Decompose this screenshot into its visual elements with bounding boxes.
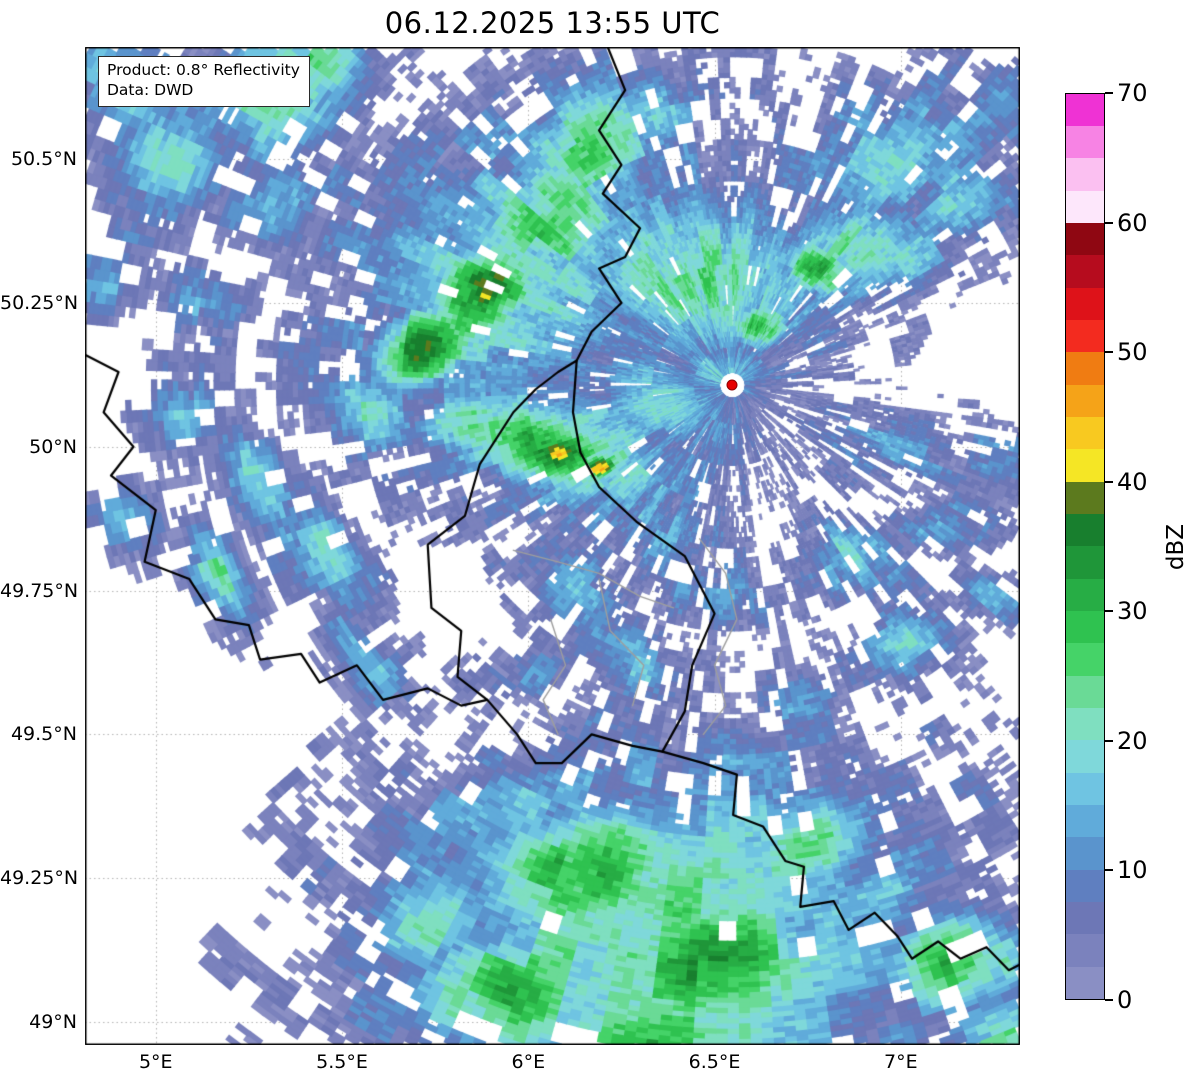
colorbar-tickmark — [1105, 869, 1113, 872]
colorbar-band-0-2.5dBZ — [1066, 966, 1104, 999]
colorbar-band-30-32.5dBZ — [1066, 578, 1104, 612]
colorbar-band-7.5-10dBZ — [1066, 869, 1104, 903]
y-tick-label: 49.5°N — [10, 723, 77, 746]
colorbar-tick-label: 30 — [1117, 597, 1148, 626]
colorbar-tick-label: 40 — [1117, 467, 1148, 496]
colorbar-tick-label: 60 — [1117, 208, 1148, 237]
product-info-line: Product: 0.8° Reflectivity — [107, 61, 300, 79]
colorbar-tickmark — [1105, 739, 1113, 742]
colorbar-band-22.5-25dBZ — [1066, 675, 1104, 709]
colorbar-band-32.5-35dBZ — [1066, 546, 1104, 579]
colorbar-tickmark — [1105, 351, 1113, 354]
x-tick-label: 6°E — [511, 1051, 546, 1073]
colorbar-band-50-52.5dBZ — [1066, 320, 1104, 353]
colorbar-band-17.5-20dBZ — [1066, 740, 1104, 773]
colorbar-tick-label: 10 — [1117, 856, 1148, 885]
colorbar-band-67.5-70dBZ — [1066, 93, 1104, 127]
colorbar-band-15-17.5dBZ — [1066, 772, 1104, 806]
y-tick-label: 49°N — [29, 1010, 77, 1033]
product-info-box: Product: 0.8° Reflectivity Data: DWD — [98, 56, 310, 107]
colorbar-band-20-22.5dBZ — [1066, 708, 1104, 741]
colorbar-band-52.5-55dBZ — [1066, 287, 1104, 321]
map-plot-area: Product: 0.8° Reflectivity Data: DWD — [85, 47, 1020, 1045]
colorbar-band-25-27.5dBZ — [1066, 643, 1104, 676]
colorbar-band-2.5-5dBZ — [1066, 934, 1104, 967]
colorbar-band-57.5-60dBZ — [1066, 223, 1104, 256]
colorbar-bands — [1066, 93, 1104, 999]
y-tick-label: 50°N — [29, 435, 77, 458]
radar-site-marker — [726, 379, 738, 391]
colorbar-band-10-12.5dBZ — [1066, 837, 1104, 870]
colorbar — [1065, 93, 1105, 1000]
colorbar-tick-label: 0 — [1117, 986, 1133, 1014]
x-tick-label: 6.5°E — [688, 1051, 741, 1073]
colorbar-band-27.5-30dBZ — [1066, 611, 1104, 644]
x-tick-label: 7°E — [883, 1051, 918, 1073]
colorbar-band-55-57.5dBZ — [1066, 255, 1104, 288]
colorbar-tickmark — [1105, 92, 1113, 94]
colorbar-tick-label: 50 — [1117, 338, 1148, 367]
y-tick-label: 49.75°N — [0, 579, 79, 602]
x-tick-label: 5.5°E — [316, 1051, 368, 1073]
y-tick-label: 50.25°N — [0, 291, 79, 314]
colorbar-band-65-67.5dBZ — [1066, 126, 1104, 159]
colorbar-band-35-37.5dBZ — [1066, 514, 1104, 547]
colorbar-band-37.5-40dBZ — [1066, 481, 1104, 515]
y-tick-label: 49.25°N — [0, 867, 79, 890]
colorbar-band-5-7.5dBZ — [1066, 902, 1104, 935]
colorbar-tickmark — [1105, 221, 1113, 224]
colorbar-band-47.5-50dBZ — [1066, 352, 1104, 385]
y-tick-label: 50.5°N — [10, 148, 77, 171]
radar-map-canvas — [85, 47, 1020, 1045]
colorbar-band-62.5-65dBZ — [1066, 158, 1104, 191]
colorbar-tick-label: 20 — [1117, 726, 1148, 755]
colorbar-tickmark — [1105, 480, 1113, 483]
colorbar-band-42.5-45dBZ — [1066, 417, 1104, 450]
colorbar-band-40-42.5dBZ — [1066, 449, 1104, 482]
colorbar-band-12.5-15dBZ — [1066, 805, 1104, 838]
colorbar-band-60-62.5dBZ — [1066, 190, 1104, 224]
x-tick-label: 5°E — [138, 1051, 173, 1073]
colorbar-tick-label: 70 — [1117, 79, 1148, 107]
colorbar-tickmark — [1105, 610, 1113, 613]
colorbar-band-45-47.5dBZ — [1066, 384, 1104, 418]
data-source-line: Data: DWD — [107, 81, 194, 100]
figure-title: 06.12.2025 13:55 UTC — [384, 6, 721, 40]
colorbar-unit-label: dBZ — [1163, 523, 1189, 571]
colorbar-tickmark — [1105, 999, 1113, 1001]
